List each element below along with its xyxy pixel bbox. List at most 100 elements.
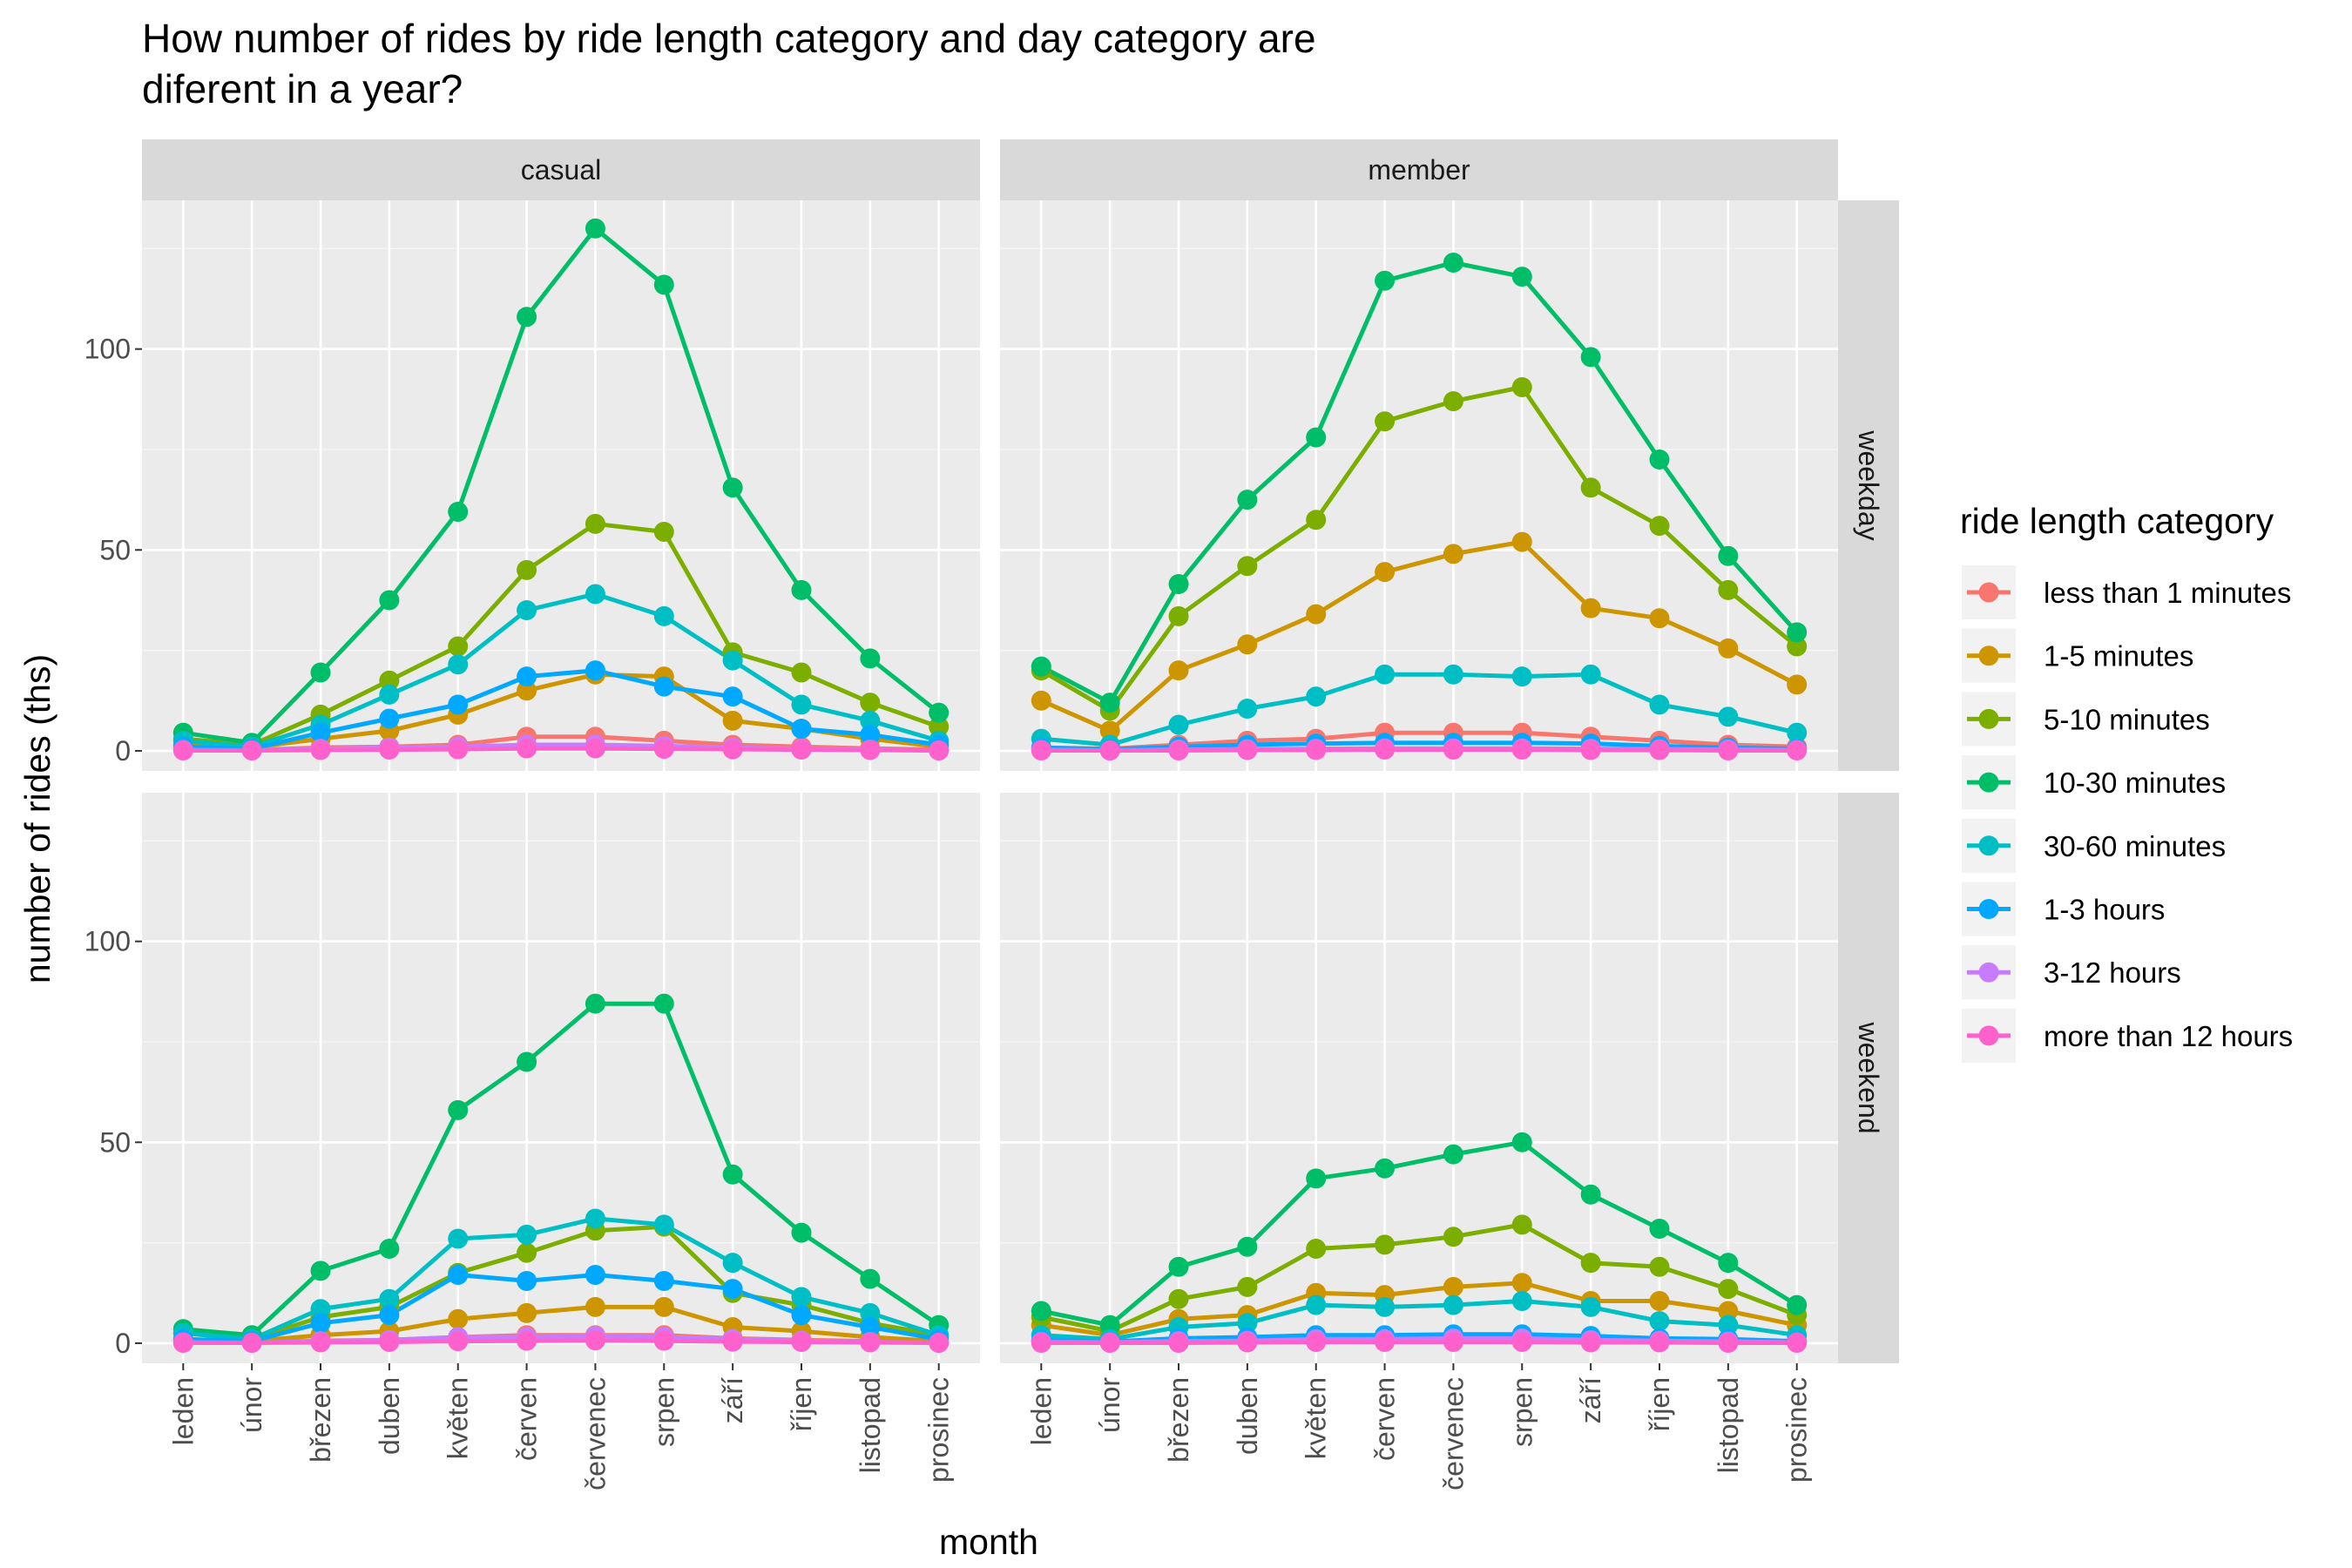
- point-10-30-minutes-cervenec: [585, 218, 605, 239]
- panel-background: [142, 200, 980, 771]
- legend-label-less-than-1-minutes: less than 1 minutes: [2044, 577, 2291, 609]
- point-10-30-minutes-listopad: [860, 1268, 881, 1289]
- point-more-than-12-hours-unor: [241, 1332, 262, 1353]
- x-tick-label-member-rijen: říjen: [1644, 1377, 1675, 1431]
- point-1-3-hours-rijen: [791, 1305, 812, 1326]
- series-line-10-30-minutes: [1040, 260, 1799, 706]
- point-more-than-12-hours-cerven: [1375, 1332, 1396, 1353]
- series-line-1-3-hours: [1041, 740, 1797, 752]
- point-1-3-hours-srpen: [653, 676, 674, 697]
- point-30-60-minutes-duben: [1237, 1313, 1258, 1334]
- point-30-60-minutes-listopad: [860, 710, 881, 731]
- point-more-than-12-hours-brezen: [310, 740, 331, 760]
- point-more-than-12-hours-brezen: [310, 1332, 331, 1353]
- point-more-than-12-hours-cerven: [517, 738, 537, 759]
- x-tick-label-casual-rijen: říjen: [786, 1377, 817, 1431]
- point-5-10-minutes-cervenec: [585, 513, 605, 534]
- point-1-3-hours-cervenec: [585, 660, 605, 681]
- point-5-10-minutes-rijen: [791, 662, 812, 683]
- point-1-5-minutes-duben: [1237, 634, 1258, 655]
- point-30-60-minutes-duben: [379, 684, 400, 705]
- point-more-than-12-hours-kveten: [448, 1331, 469, 1352]
- x-tick-label-casual-listopad: listopad: [855, 1377, 886, 1473]
- point-5-10-minutes-prosinec: [929, 716, 950, 737]
- point-more-than-12-hours-brezen: [1168, 1332, 1189, 1353]
- point-1-3-hours-cerven: [517, 1270, 537, 1291]
- point-10-30-minutes-brezen: [310, 662, 331, 683]
- x-axes: leden únor březen duben květen červen červenec…: [167, 1363, 1813, 1490]
- legend-label-10-30-minutes: 10-30 minutes: [2044, 767, 2226, 799]
- legend: ride length category less than 1 minutes…: [1960, 501, 2293, 1063]
- x-tick-label-casual-duben: duben: [374, 1377, 405, 1455]
- point-30-60-minutes-cervenec: [585, 1208, 605, 1229]
- point-1-3-hours-kveten: [448, 1265, 469, 1286]
- point-10-30-minutes-zari: [722, 1164, 743, 1185]
- point-5-10-minutes-srpen: [653, 522, 674, 543]
- point-1-5-minutes-rijen: [1649, 1291, 1670, 1312]
- strip-label-weekday: weekday: [1853, 429, 1884, 540]
- legend-key-point: [1978, 645, 1999, 666]
- strip-casual: [142, 139, 980, 200]
- point-5-10-minutes-prosinec: [1787, 636, 1808, 657]
- series-line-1-3-hours: [183, 668, 940, 752]
- series-line-1-5-minutes: [1040, 1281, 1798, 1338]
- point-1-5-minutes-kveten: [1306, 604, 1327, 625]
- point-30-60-minutes-kveten: [1306, 1294, 1327, 1315]
- point-1-3-hours-cerven: [517, 666, 537, 687]
- point-30-60-minutes-listopad: [860, 1302, 881, 1323]
- point-10-30-minutes-listopad: [1718, 545, 1739, 566]
- x-tick-label-casual-unor: únor: [236, 1377, 267, 1433]
- point-10-30-minutes-duben: [379, 590, 400, 611]
- point-more-than-12-hours-duben: [1237, 1332, 1258, 1353]
- point-5-10-minutes-listopad: [860, 693, 881, 713]
- point-10-30-minutes-zari: [1580, 1184, 1601, 1205]
- point-30-60-minutes-kveten: [1306, 686, 1327, 707]
- x-tick-label-casual-leden: leden: [167, 1377, 199, 1445]
- legend-key-point: [1978, 962, 1999, 983]
- y-tick-label-weekend-50: 50: [99, 1126, 131, 1158]
- legend-title: ride length category: [1960, 501, 2274, 541]
- point-5-10-minutes-listopad: [1718, 1279, 1739, 1300]
- point-5-10-minutes-srpen: [1511, 376, 1532, 397]
- point-30-60-minutes-cervenec: [585, 584, 605, 605]
- point-10-30-minutes-cerven: [517, 307, 537, 328]
- point-5-10-minutes-brezen: [1168, 605, 1189, 626]
- point-more-than-12-hours-rijen: [1649, 1332, 1670, 1353]
- point-30-60-minutes-rijen: [791, 1287, 812, 1308]
- point-30-60-minutes-cervenec: [1443, 664, 1463, 685]
- point-10-30-minutes-leden: [1031, 1301, 1051, 1321]
- point-10-30-minutes-prosinec: [1787, 622, 1808, 643]
- point-1-5-minutes-listopad: [1718, 1301, 1739, 1321]
- point-5-10-minutes-duben: [379, 670, 400, 691]
- point-10-30-minutes-zari: [722, 477, 743, 498]
- point-10-30-minutes-srpen: [1511, 1132, 1532, 1152]
- legend-entry-less-than-1-minutes: less than 1 minutes: [1962, 565, 2291, 619]
- point-10-30-minutes-cerven: [1375, 1158, 1396, 1179]
- point-30-60-minutes-cerven: [517, 599, 537, 620]
- point-10-30-minutes-rijen: [791, 579, 812, 600]
- point-more-than-12-hours-listopad: [860, 740, 881, 760]
- x-tick-label-casual-cervenec: červenec: [579, 1377, 611, 1490]
- point-10-30-minutes-srpen: [1511, 267, 1532, 287]
- series-line-5-10-minutes: [183, 521, 940, 747]
- point-10-30-minutes-brezen: [1168, 574, 1189, 595]
- point-more-than-12-hours-cervenec: [585, 1330, 605, 1351]
- x-tick-label-casual-prosinec: prosinec: [923, 1377, 955, 1483]
- x-axis-title: month: [939, 1522, 1038, 1562]
- point-10-30-minutes-duben: [1237, 1236, 1258, 1257]
- point-more-than-12-hours-srpen: [1511, 740, 1532, 760]
- point-10-30-minutes-listopad: [860, 648, 881, 669]
- point-30-60-minutes-zari: [1580, 664, 1601, 685]
- point-10-30-minutes-listopad: [1718, 1253, 1739, 1274]
- point-1-3-hours-brezen: [310, 722, 331, 743]
- point-30-60-minutes-cerven: [1375, 664, 1396, 685]
- point-more-than-12-hours-duben: [379, 740, 400, 760]
- series-line-30-60-minutes: [1041, 1299, 1798, 1342]
- point-10-30-minutes-prosinec: [1787, 1294, 1808, 1315]
- point-1-3-hours-rijen: [791, 719, 812, 740]
- point-more-than-12-hours-zari: [722, 739, 743, 760]
- x-tick-label-member-leden: leden: [1025, 1377, 1057, 1445]
- point-30-60-minutes-rijen: [791, 694, 812, 715]
- point-1-3-hours-brezen: [310, 1313, 331, 1334]
- x-tick-label-member-duben: duben: [1232, 1377, 1263, 1455]
